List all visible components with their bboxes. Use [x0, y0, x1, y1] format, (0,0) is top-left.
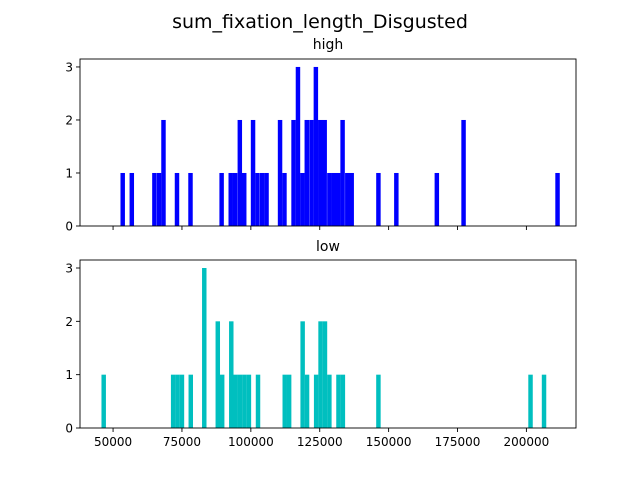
panel-low-y-axis: 0 1 2 3 [65, 262, 80, 436]
y-tick-label: 3 [65, 262, 73, 276]
histogram-bar [219, 172, 224, 226]
histogram-bar [277, 119, 283, 226]
histogram-bar [340, 119, 345, 226]
histogram-bar [394, 172, 399, 226]
histogram-bar [156, 172, 162, 226]
chart-title: sum_fixation_length_Disgusted [172, 11, 468, 33]
y-tick-label: 3 [65, 60, 73, 74]
histogram-bar [255, 172, 260, 226]
histogram-bar [242, 374, 247, 428]
histogram-bar [175, 374, 180, 428]
histogram-bar [161, 119, 166, 226]
panel-low-title: low [316, 239, 340, 255]
panel-high-bars [120, 66, 560, 226]
histogram-bar [434, 172, 440, 226]
histogram-bar [286, 374, 292, 428]
histogram-bar [376, 374, 381, 428]
panel-high: high 0 1 2 3 [65, 37, 577, 234]
histogram-bar [246, 374, 252, 428]
histogram-bar [322, 321, 328, 428]
histogram-bar [336, 374, 341, 428]
y-tick-label: 0 [65, 422, 73, 436]
histogram-bar [259, 172, 265, 226]
x-tick-label: 50000 [94, 435, 132, 449]
histogram-bar [327, 172, 332, 226]
histogram-bar [327, 374, 332, 428]
y-tick-label: 2 [65, 315, 73, 329]
histogram-bar [300, 321, 305, 428]
panel-high-y-axis: 0 1 2 3 [65, 60, 80, 234]
x-tick-label: 150000 [366, 435, 412, 449]
histogram-bar [345, 172, 350, 226]
x-tick-label: 200000 [503, 435, 549, 449]
y-tick-label: 1 [65, 166, 73, 180]
histogram-bar [188, 374, 193, 428]
histogram-bar [304, 119, 310, 226]
histogram-bar [202, 268, 207, 428]
histogram-bar [242, 172, 247, 226]
histogram-bar [219, 374, 225, 428]
panel-low-bars [101, 268, 547, 428]
histogram-bar [335, 172, 341, 226]
histogram-bar [304, 374, 310, 428]
histogram-bar [331, 172, 337, 226]
y-tick-label: 2 [65, 113, 73, 127]
histogram-bar [349, 172, 354, 226]
histogram-bar [282, 172, 287, 226]
histogram-bar [174, 172, 180, 226]
histogram-bar [322, 119, 327, 226]
x-tick-label: 75000 [163, 435, 201, 449]
histogram-bar [282, 374, 287, 428]
x-tick-label: 125000 [297, 435, 343, 449]
histogram-bar [461, 119, 466, 226]
histogram-bar [295, 66, 301, 226]
histogram-bar [229, 321, 234, 428]
panel-high-x-axis [112, 226, 527, 230]
histogram-bar [101, 374, 106, 428]
histogram-bar [318, 321, 323, 428]
histogram-bar [313, 66, 319, 226]
panel-low-x-axis: 50000 75000 100000 125000 150000 175000 200000 [94, 428, 549, 449]
histogram-bar [215, 321, 221, 428]
histogram-bar [188, 172, 193, 226]
histogram-bar [318, 119, 323, 226]
histogram-bar [228, 172, 233, 226]
panel-low: low 0 1 2 3 50000 75000 100000 125000 150000 175… [65, 239, 577, 449]
panel-high-title: high [313, 37, 344, 53]
histogram-bar [541, 374, 547, 428]
histogram-bar [170, 374, 176, 428]
histogram-bar [233, 374, 238, 428]
histogram-bar [237, 374, 243, 428]
histogram-bar [255, 374, 261, 428]
panel-low-frame [79, 259, 577, 429]
histogram-bar [152, 172, 157, 226]
histogram-bar [129, 172, 135, 226]
histogram-bar [309, 119, 314, 226]
x-tick-label: 175000 [435, 435, 481, 449]
histogram-bar [179, 374, 185, 428]
histogram-bar [291, 119, 296, 226]
histogram-bar [555, 172, 560, 226]
histogram-bar [376, 172, 381, 226]
histogram-bar [340, 374, 346, 428]
x-tick-label: 100000 [228, 435, 274, 449]
histogram-bar [528, 374, 533, 428]
histogram-bar [264, 172, 269, 226]
histogram-bar [313, 374, 319, 428]
histogram-bar [237, 119, 243, 226]
histogram-bar [120, 172, 125, 226]
histogram-bar [232, 172, 238, 226]
y-tick-label: 1 [65, 368, 73, 382]
histogram-bar [300, 172, 305, 226]
y-tick-label: 0 [65, 220, 73, 234]
histogram-bar [250, 119, 256, 226]
panel-high-frame [79, 58, 577, 227]
